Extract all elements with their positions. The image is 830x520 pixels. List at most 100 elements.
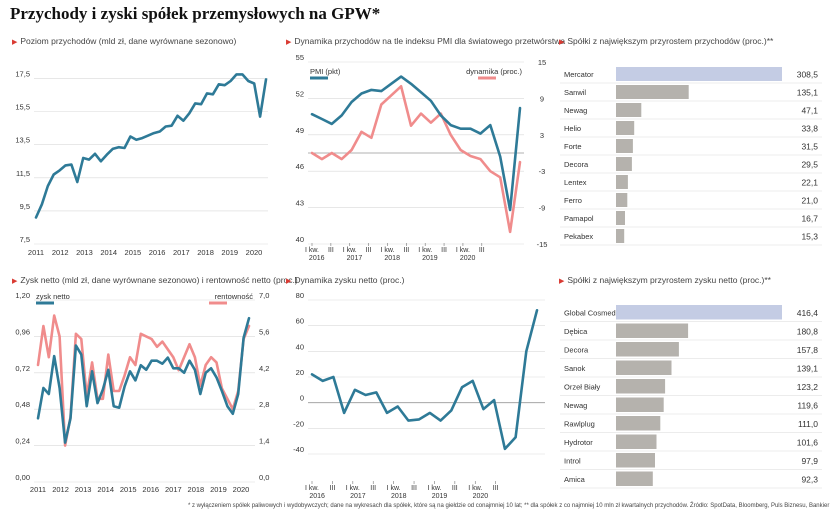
profit-top-category-7: Hydrotor [564, 438, 593, 447]
profit-growth-ytick-0: -40 [293, 445, 304, 454]
profit-top-category-8: Introl [564, 456, 581, 465]
profit-chart-title: ▶ Zysk netto (mld zł, dane wyrównane sezo… [12, 275, 298, 285]
revenue-ytick-1: 9,5 [20, 202, 30, 211]
pmi-xtick-8: I kw. [456, 247, 470, 254]
profit-growth-year-0: 2016 [309, 493, 325, 500]
pmi-ytick-right-0: 15 [538, 58, 546, 67]
profit-growth-xtick-8: I kw. [468, 485, 482, 492]
profit-ytick-right-2: 2,8 [259, 400, 269, 409]
pmi-legend-pmi-label: PMI (pkt) [310, 67, 341, 76]
revenue-xtick-6: 2017 [173, 248, 190, 257]
page-title: Przychody i zyski spółek przemysłowych n… [10, 4, 381, 23]
profit-top-bar-8 [616, 453, 655, 468]
pmi-ytick-right-2: 3 [540, 131, 544, 140]
rev-growth-value-9: 15,3 [801, 232, 818, 242]
profit-xtick-5: 2016 [142, 485, 159, 494]
profit-top-category-9: Amica [564, 475, 586, 484]
profit-growth-xtick-4: I kw. [387, 485, 401, 492]
rev-growth-value-4: 31,5 [801, 142, 818, 152]
profit-xtick-6: 2017 [165, 485, 182, 494]
rev-growth-value-8: 16,7 [801, 214, 818, 224]
profit-growth-xtick-9: III [493, 485, 499, 492]
profit-ytick-left-1: 0,24 [15, 437, 30, 446]
profit-top-category-0: Global Cosmed [564, 308, 616, 317]
pmi-ytick-left-3: 49 [296, 126, 304, 135]
profit-top-bar-1 [616, 323, 689, 338]
pmi-ytick-right-5: -15 [537, 240, 548, 249]
revenue-xtick-8: 2019 [221, 248, 238, 257]
profit-top-value-5: 119,6 [797, 400, 818, 410]
profit-top-value-9: 92,3 [801, 474, 818, 484]
revenue-xtick-1: 2012 [52, 248, 69, 257]
profit-ytick-right-3: 4,2 [259, 364, 269, 373]
rev-growth-bar-1 [616, 85, 689, 99]
rev-growth-category-3: Helio [564, 124, 581, 133]
profit-xtick-0: 2011 [30, 485, 46, 494]
rev-growth-category-4: Forte [564, 142, 582, 151]
profit-growth-ytick-5: 60 [296, 317, 304, 326]
profit-xtick-4: 2015 [120, 485, 137, 494]
profit-xtick-7: 2018 [188, 485, 205, 494]
revenue-ytick-3: 13,5 [15, 136, 30, 145]
profit-top-value-7: 101,6 [797, 437, 819, 447]
profit-top-category-1: Dębica [564, 327, 588, 336]
profit-ytick-right-0: 0,0 [259, 473, 269, 482]
pmi-year-4: 2020 [460, 255, 476, 262]
profit-xtick-8: 2019 [210, 485, 227, 494]
revenue-chart-title: ▶ Poziom przychodów (mld zł, dane wyrówna… [12, 36, 237, 46]
profit-top-value-2: 157,8 [797, 345, 819, 355]
pmi-xtick-9: III [479, 247, 485, 254]
revenue-ytick-5: 17,5 [15, 70, 30, 79]
rev-growth-bar-9 [616, 229, 625, 243]
revenue-line [34, 73, 268, 219]
profit-growth-ytick-2: 0 [300, 394, 304, 403]
rev-growth-bar-3 [616, 121, 635, 135]
pmi-year-1: 2017 [347, 255, 363, 262]
revenue-ytick-4: 15,5 [15, 103, 30, 112]
pmi-ytick-left-4: 52 [296, 89, 304, 98]
pmi-xtick-2: I kw. [343, 247, 357, 254]
profit-top-category-6: Rawlplug [564, 419, 595, 428]
profit-top-bar-3 [616, 360, 672, 375]
rev-growth-category-7: Ferro [564, 196, 582, 205]
profit-growth-ytick-4: 40 [296, 342, 304, 351]
pmi-ytick-left-1: 43 [296, 199, 304, 208]
profit-top-category-5: Newag [564, 401, 587, 410]
revenue-ytick-2: 11,5 [16, 169, 30, 178]
rev-growth-category-1: Sanwil [564, 88, 586, 97]
pmi-ytick-right-4: -9 [539, 204, 546, 213]
revenue-xtick-0: 2011 [28, 248, 44, 257]
rev-growth-category-0: Mercator [564, 70, 594, 79]
profit-top-value-6: 111,0 [798, 419, 818, 429]
profit-growth-ytick-3: 20 [296, 368, 304, 377]
pmi-chart-title: ▶ Dynamika przychodów na tle indeksu PMI … [286, 36, 566, 46]
pmi-xtick-4: I kw. [380, 247, 394, 254]
footnote: * z wyłączeniem spółek paliwowych i wydo… [188, 503, 830, 509]
profit-top-bar-0 [616, 305, 782, 320]
profit-growth-xtick-7: III [452, 485, 458, 492]
profit-top-category-2: Decora [564, 345, 589, 354]
profit-ytick-left-5: 1,20 [15, 291, 30, 300]
profit-growth-xtick-6: I kw. [427, 485, 441, 492]
rev-growth-value-1: 135,1 [797, 88, 819, 98]
profit-top-bar-5 [616, 397, 664, 412]
pmi-ytick-right-3: -3 [539, 167, 546, 176]
revenue-xtick-4: 2015 [125, 248, 142, 257]
pmi-year-0: 2016 [309, 255, 325, 262]
profit-top-bar-4 [616, 379, 666, 394]
profit-legend-net-label: zysk netto [36, 292, 70, 301]
pmi-ytick-left-0: 40 [296, 235, 304, 244]
profit-top-value-0: 416,4 [797, 308, 819, 318]
pmi-xtick-5: III [403, 247, 409, 254]
profit-ytick-left-3: 0,72 [15, 364, 30, 373]
rev-growth-bar-6 [616, 175, 628, 189]
pmi-xtick-1: III [328, 247, 334, 254]
pmi-year-2: 2018 [384, 255, 400, 262]
pmi-index-line [310, 75, 522, 212]
profit-growth-year-4: 2020 [473, 493, 489, 500]
profit-top-value-1: 180,8 [797, 326, 819, 336]
revenue-xtick-7: 2018 [197, 248, 214, 257]
profit-xtick-3: 2014 [97, 485, 114, 494]
profit-top-category-3: Sanok [564, 364, 586, 373]
